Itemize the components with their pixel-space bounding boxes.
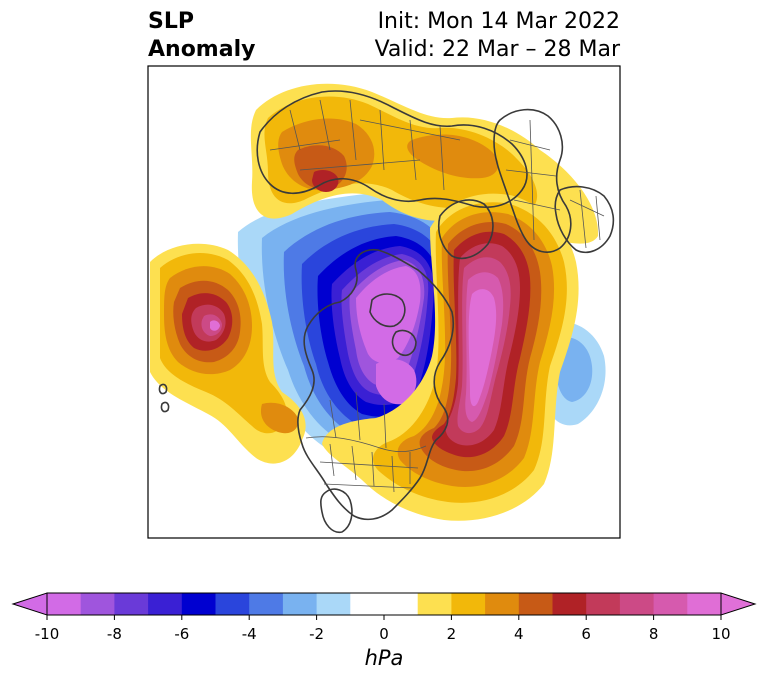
colorbar-under-arrow: [11, 592, 48, 616]
title-variable: SLP: [148, 9, 194, 34]
border-eurasia-2: [269, 119, 461, 171]
border-canada-provinces: [329, 391, 387, 449]
coastline-europe: [493, 108, 572, 253]
map-frame: [147, 65, 621, 539]
colorbar-segment: [552, 593, 587, 615]
border-us-canada: [305, 436, 427, 452]
colorbar-segment: [451, 593, 486, 615]
coastline-north-america: [297, 248, 455, 521]
contour-neg-9: [356, 266, 421, 363]
colorbar-segments: [47, 593, 722, 615]
colorbar-segment: [47, 593, 82, 615]
valid-range: Valid: 22 Mar – 28 Mar: [374, 37, 620, 62]
colorbar-segment: [316, 593, 351, 615]
colorbar-tick-label: 2: [447, 625, 457, 643]
colorbar-segment: [653, 593, 688, 615]
colorbar-tick-label: 4: [514, 625, 524, 643]
colorbar-segment: [485, 593, 520, 615]
title-anomaly: Anomaly: [148, 37, 256, 62]
contour-pac-8: [210, 320, 220, 331]
colorbar-tick-label: -6: [174, 625, 189, 643]
colorbar-segment: [417, 593, 452, 615]
colorbar-segment: [80, 593, 115, 615]
border-us-states-1: [329, 443, 411, 493]
positive-anomaly-pacific: [150, 243, 306, 464]
colorbar-segment: [282, 593, 318, 615]
colorbar-segment: [148, 593, 183, 615]
colorbar-tick-label: 0: [379, 625, 389, 643]
map-panel: [148, 66, 620, 538]
border-africa: [569, 189, 605, 249]
coastline-arctic-islands: [369, 293, 417, 357]
colorbar-segment: [350, 593, 419, 615]
coastline-greenland: [437, 199, 494, 260]
border-europe: [505, 119, 561, 241]
colorbar-tick-label: 8: [649, 625, 659, 643]
coastlines: [158, 90, 615, 534]
title-left: SLP Anomaly: [148, 8, 255, 64]
coastline-pacific-islands: [158, 383, 170, 413]
colorbar-tick-label: -10: [35, 625, 60, 643]
border-us-states-2: [319, 461, 419, 489]
colorbar-ticks: -10 -8 -6 -4 -2 0 2 4 6 8 10: [35, 615, 731, 643]
political-borders: [269, 99, 605, 493]
title-right: Init: Mon 14 Mar 2022 Valid: 22 Mar – 28…: [375, 8, 620, 64]
contour-neg-9b: [376, 359, 417, 405]
colorbar-segment: [181, 593, 216, 615]
colorbar-over-arrow: [720, 592, 757, 616]
colorbar-tick-label: -2: [309, 625, 324, 643]
colorbar-segment: [687, 593, 722, 615]
border-eurasia-1: [289, 99, 445, 191]
positive-anomaly-atlantic: [322, 193, 579, 521]
colorbar-tick-label: 10: [711, 625, 730, 643]
colorbar-segment: [249, 593, 284, 615]
coastline-central-america: [320, 488, 353, 534]
colorbar-segment: [586, 593, 621, 615]
coastline-africa: [554, 185, 615, 254]
colorbar: -10 -8 -6 -4 -2 0 2 4 6 8 10: [11, 592, 757, 643]
contour-sib-east: [407, 134, 499, 179]
colorbar-segment: [215, 593, 250, 615]
colorbar-tick-label: -4: [242, 625, 257, 643]
colorbar-segment: [518, 593, 553, 615]
init-date: Init: Mon 14 Mar 2022: [377, 9, 620, 34]
contour-atl-9: [468, 289, 497, 407]
colorbar-tick-label: -8: [107, 625, 122, 643]
colorbar-segment: [619, 593, 655, 615]
contour-pac-tail: [260, 402, 299, 434]
colorbar-units-label: hPa: [364, 646, 404, 670]
colorbar-segment: [114, 593, 149, 615]
colorbar-tick-label: 6: [581, 625, 591, 643]
